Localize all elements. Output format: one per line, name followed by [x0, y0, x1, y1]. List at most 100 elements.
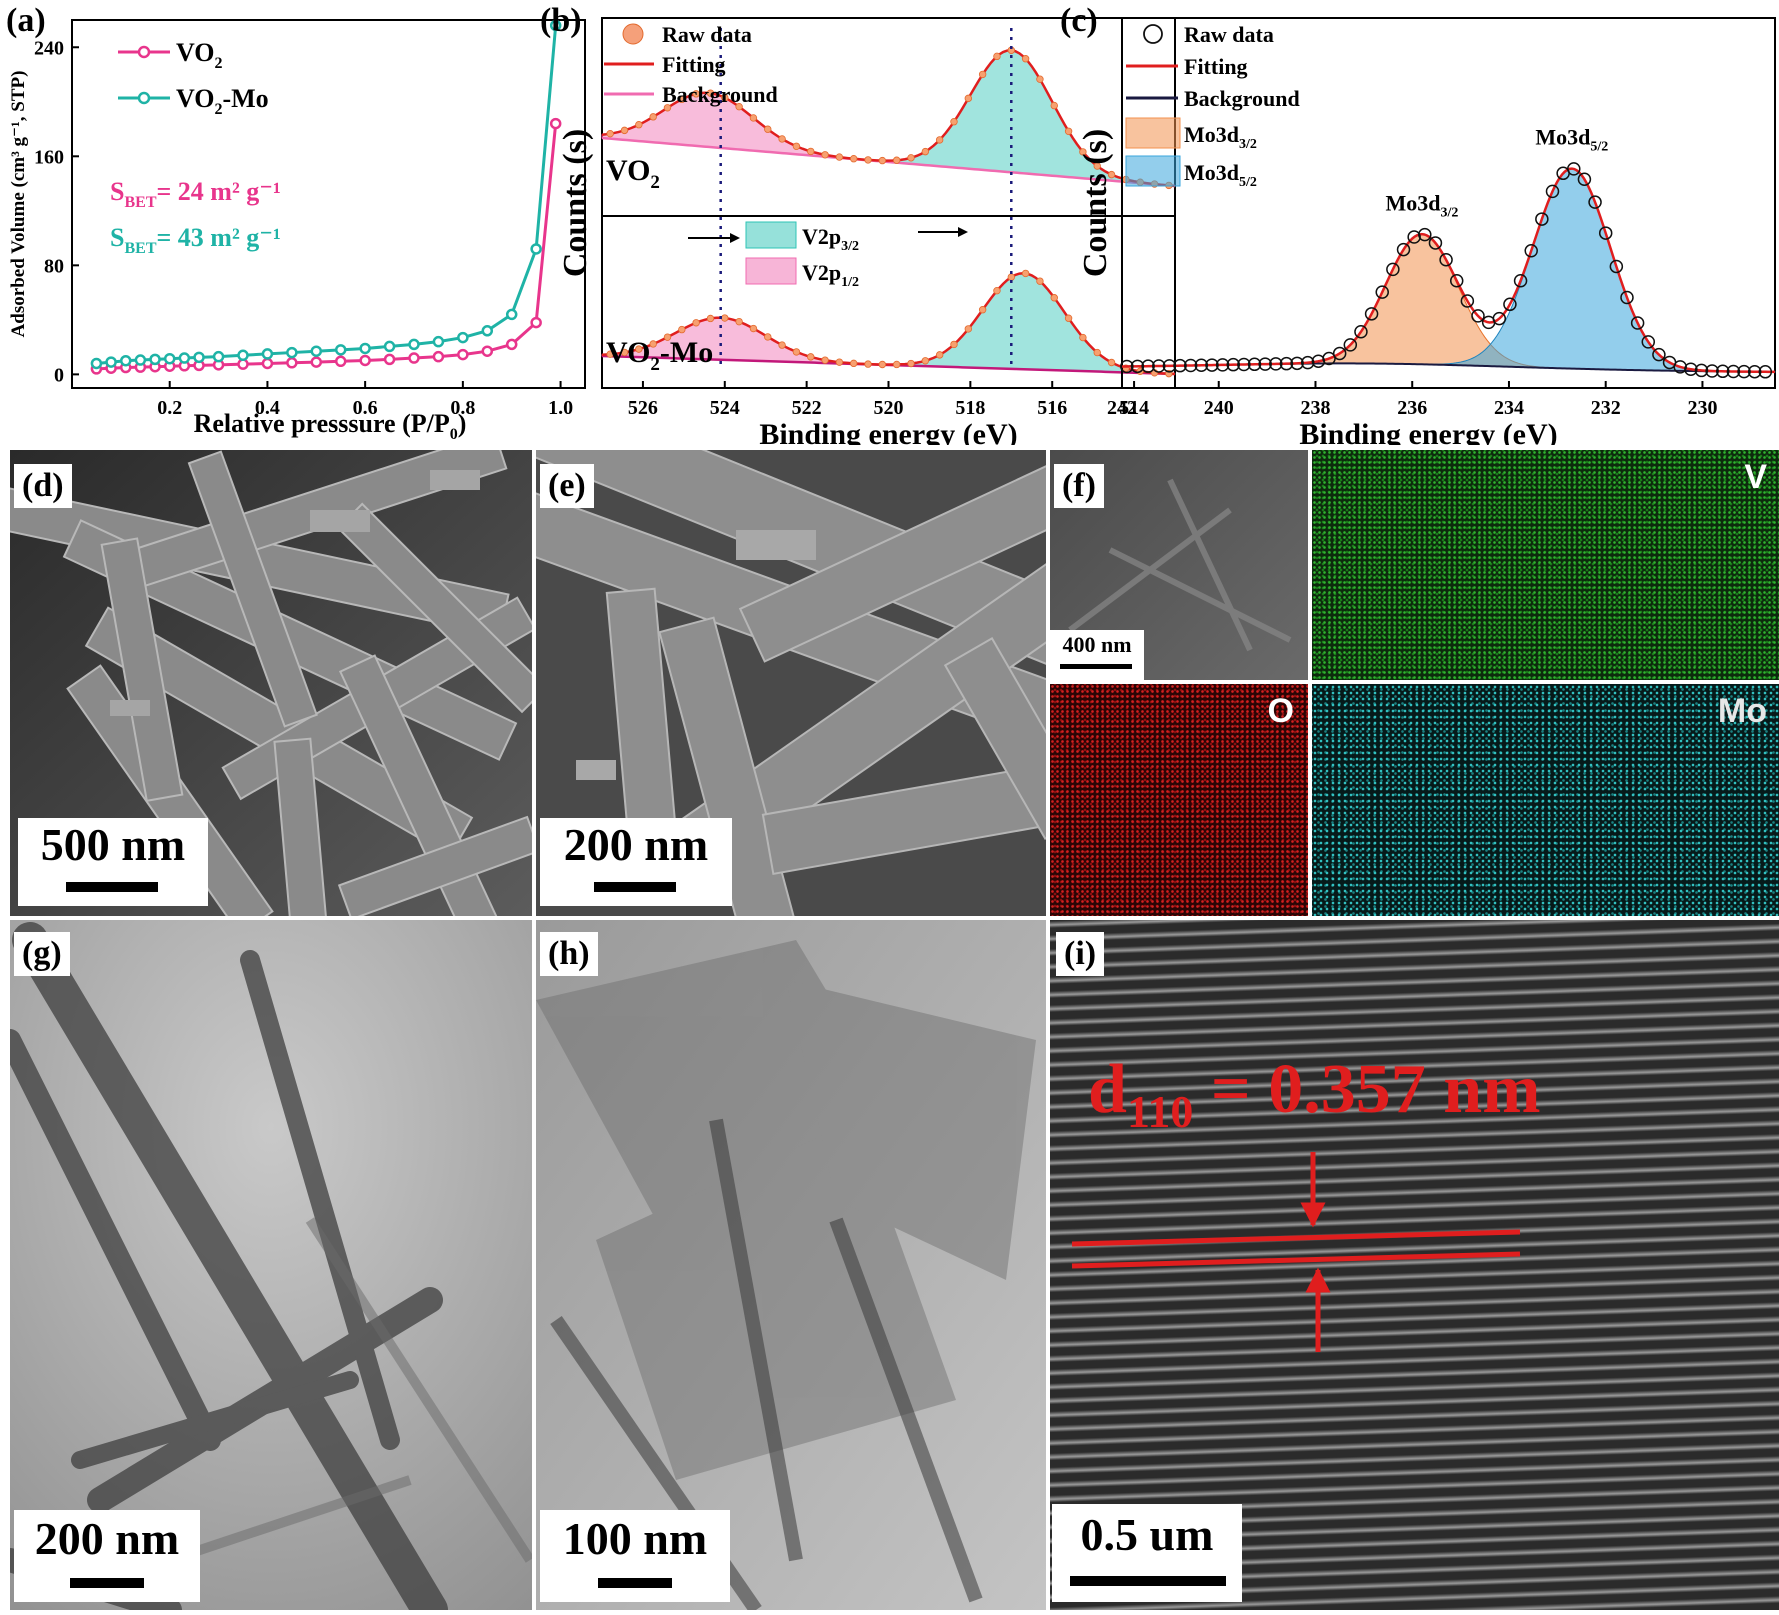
panel-f-eds-mapping: (f) 400 nm V O Mo: [1050, 450, 1779, 916]
panel-a-label: (a): [6, 2, 46, 39]
raw-data-point: [1439, 253, 1453, 267]
data-point: [334, 355, 347, 368]
legend-label: Fitting: [1184, 54, 1248, 79]
data-point: [505, 338, 518, 351]
panel-d-scalebar-line: [66, 882, 158, 892]
raw-data-point: [1343, 338, 1358, 352]
raw-data-point: [835, 358, 844, 366]
data-point: [237, 349, 249, 362]
panel-d-scalebar: 500 nm: [18, 818, 208, 906]
raw-data-point: [792, 142, 801, 150]
raw-data-point: [649, 113, 657, 121]
data-point: [149, 353, 161, 366]
peak-label: Mo3d5/2: [1535, 125, 1608, 155]
raw-data-point: [1107, 170, 1116, 179]
raw-data-point: [978, 306, 987, 314]
legend-label: Background: [662, 82, 778, 107]
panel-h-scalebar-text: 100 nm: [562, 1513, 708, 1564]
raw-data-point: [1396, 242, 1411, 257]
x-axis-label: Binding energy (eV): [1299, 418, 1557, 445]
raw-data-point: [663, 104, 672, 112]
panel-i-scalebar-line: [1070, 1576, 1226, 1586]
panel-b-xps-v2p-chart: (b) 526 524 522 520 518 516 514 Binding energy …: [540, 0, 1180, 445]
y-axis-label: Counts (s): [1077, 129, 1114, 277]
peak-legend-swatch: [1125, 155, 1181, 187]
raw-data-point: [1107, 358, 1116, 367]
panel-e-scalebar-text: 200 nm: [563, 819, 709, 870]
raw-data-point: [706, 89, 715, 97]
data-point: [481, 325, 494, 337]
raw-data-point: [606, 129, 614, 138]
panel-g-scalebar-text: 200 nm: [34, 1513, 180, 1564]
raw-data-point: [1449, 274, 1464, 288]
panel-g-scalebar: 200 nm: [14, 1510, 200, 1602]
data-point: [310, 356, 323, 368]
panel-h-scalebar: 100 nm: [540, 1510, 730, 1602]
legend-label: VO2: [176, 38, 222, 72]
x-tick-label: 0.6: [353, 397, 378, 419]
raw-data-point: [1036, 277, 1044, 285]
x-axis-label: Relative presssure (P/P0): [194, 409, 467, 443]
isotherm-chart-svg: 0.2 0.4 0.6 0.8 1.0 0 80 160 240 Relative presssu…: [8, 19, 586, 443]
raw-data-point: [606, 350, 614, 358]
data-point: [383, 340, 396, 353]
raw-data-point: [764, 125, 772, 133]
peak-label: Mo3d3/2: [1385, 190, 1458, 220]
raw-data-point: [1545, 184, 1560, 199]
peak-legend-label: V2p3/2: [802, 224, 859, 254]
data-point: [383, 353, 396, 366]
data-point: [505, 308, 518, 321]
x-tick-label: 236: [1397, 397, 1427, 419]
raw-data-point: [1162, 359, 1177, 373]
panel-e-scalebar-line: [594, 882, 676, 892]
raw-data-point: [1747, 364, 1762, 379]
panel-e-sem-image: (e) 200 nm: [536, 450, 1046, 916]
y-axis-label: Counts (s): [557, 129, 594, 277]
x-tick-label: 230: [1687, 397, 1717, 419]
raw-data-point: [1726, 364, 1741, 379]
raw-data-point: [878, 156, 887, 165]
raw-data-point: [1513, 273, 1528, 288]
data-point: [359, 342, 371, 355]
raw-data-point: [850, 155, 858, 163]
panel-i-scalebar: 0.5 um: [1052, 1504, 1242, 1602]
eds-map-v: V: [1312, 450, 1779, 680]
legend-label: Raw data: [1184, 22, 1274, 47]
raw-data-point: [935, 136, 944, 144]
eds-map-v-dots: [1312, 450, 1779, 680]
x-tick-label: 518: [955, 397, 985, 419]
y-axis-label: Adsorbed Volume (cm³ g⁻¹, STP): [8, 71, 29, 338]
raw-data-point: [1036, 75, 1044, 83]
raw-data-point: [1737, 364, 1751, 379]
peak-legend-swatch: [745, 221, 797, 249]
raw-data-point: [921, 357, 930, 365]
raw-data-point: [635, 121, 643, 129]
raw-data-point: [1247, 357, 1262, 372]
raw-data-point: [778, 135, 786, 143]
raw-data-point: [1588, 195, 1602, 209]
x-tick-label: 520: [874, 397, 904, 419]
x-tick-label: 514: [1119, 397, 1149, 419]
sbet-annotation: SBET= 24 m² g⁻¹: [110, 177, 281, 211]
panel-f-scalebar-line: [1060, 664, 1132, 669]
raw-data-point: [1064, 314, 1073, 322]
raw-data-point: [749, 324, 758, 333]
panel-e-label: (e): [540, 464, 594, 508]
raw-data-point: [1354, 325, 1368, 339]
legend-marker-raw: [622, 23, 644, 45]
data-point: [530, 316, 542, 329]
peak-legend-label: Mo3d3/2: [1184, 122, 1257, 152]
raw-data-point: [864, 156, 872, 164]
x-tick-label: 240: [1204, 397, 1234, 419]
raw-data-point: [1641, 335, 1656, 349]
raw-data-point: [1375, 285, 1389, 299]
raw-data-point: [1290, 356, 1304, 371]
raw-data-point: [678, 325, 686, 334]
raw-data-point: [1120, 359, 1134, 374]
legend-label: Background: [1184, 86, 1300, 111]
data-point: [286, 346, 298, 359]
raw-data-point: [1007, 273, 1015, 281]
panel-h-tem-image: (h) 100 nm: [536, 920, 1046, 1610]
raw-data-point: [1684, 362, 1698, 376]
d-spacing-markers: [1071, 1152, 1521, 1352]
